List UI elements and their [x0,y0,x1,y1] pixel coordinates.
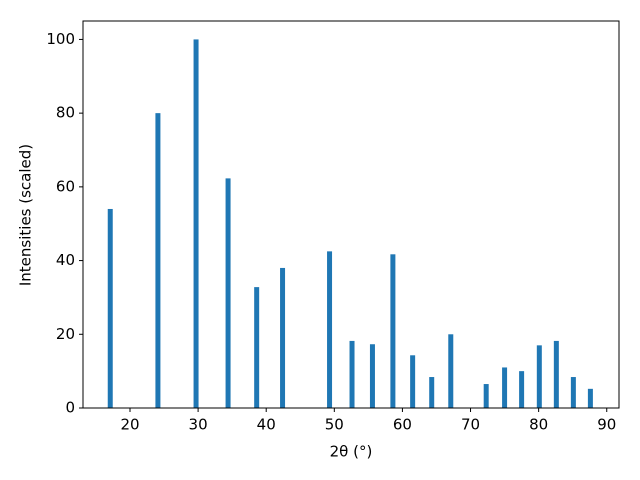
bar [587,388,593,408]
bar [448,334,454,408]
y-tick-label: 0 [65,399,75,417]
bar [369,344,375,408]
x-tick-label: 30 [189,416,208,434]
bar [327,251,333,408]
x-tick-label: 50 [325,416,344,434]
y-tick-label: 40 [56,251,75,269]
bar [570,377,576,408]
x-axis-label: 2θ (°) [330,443,373,461]
bar [553,340,559,408]
bar [390,254,396,408]
x-tick-label: 70 [461,416,480,434]
bar [429,377,435,408]
bar [280,267,286,408]
bar [349,340,355,408]
bar [254,287,260,408]
y-tick-label: 60 [56,177,75,195]
y-tick-label: 20 [56,325,75,343]
bar [502,367,508,408]
bar [410,355,416,408]
plot-frame [82,20,620,409]
bar [483,384,489,408]
x-tick-label: 80 [529,416,548,434]
x-tick-label: 90 [597,416,616,434]
y-tick-label: 80 [56,104,75,122]
x-tick-label: 20 [120,416,139,434]
bar [107,208,113,408]
bar [155,113,161,409]
y-tick-label: 100 [46,30,75,48]
bar [536,345,542,408]
x-tick-label: 40 [257,416,276,434]
bar [519,371,525,408]
bar [225,178,231,408]
y-axis-label: Intensities (scaled) [17,144,35,286]
bar [193,39,199,409]
x-tick-label: 60 [393,416,412,434]
